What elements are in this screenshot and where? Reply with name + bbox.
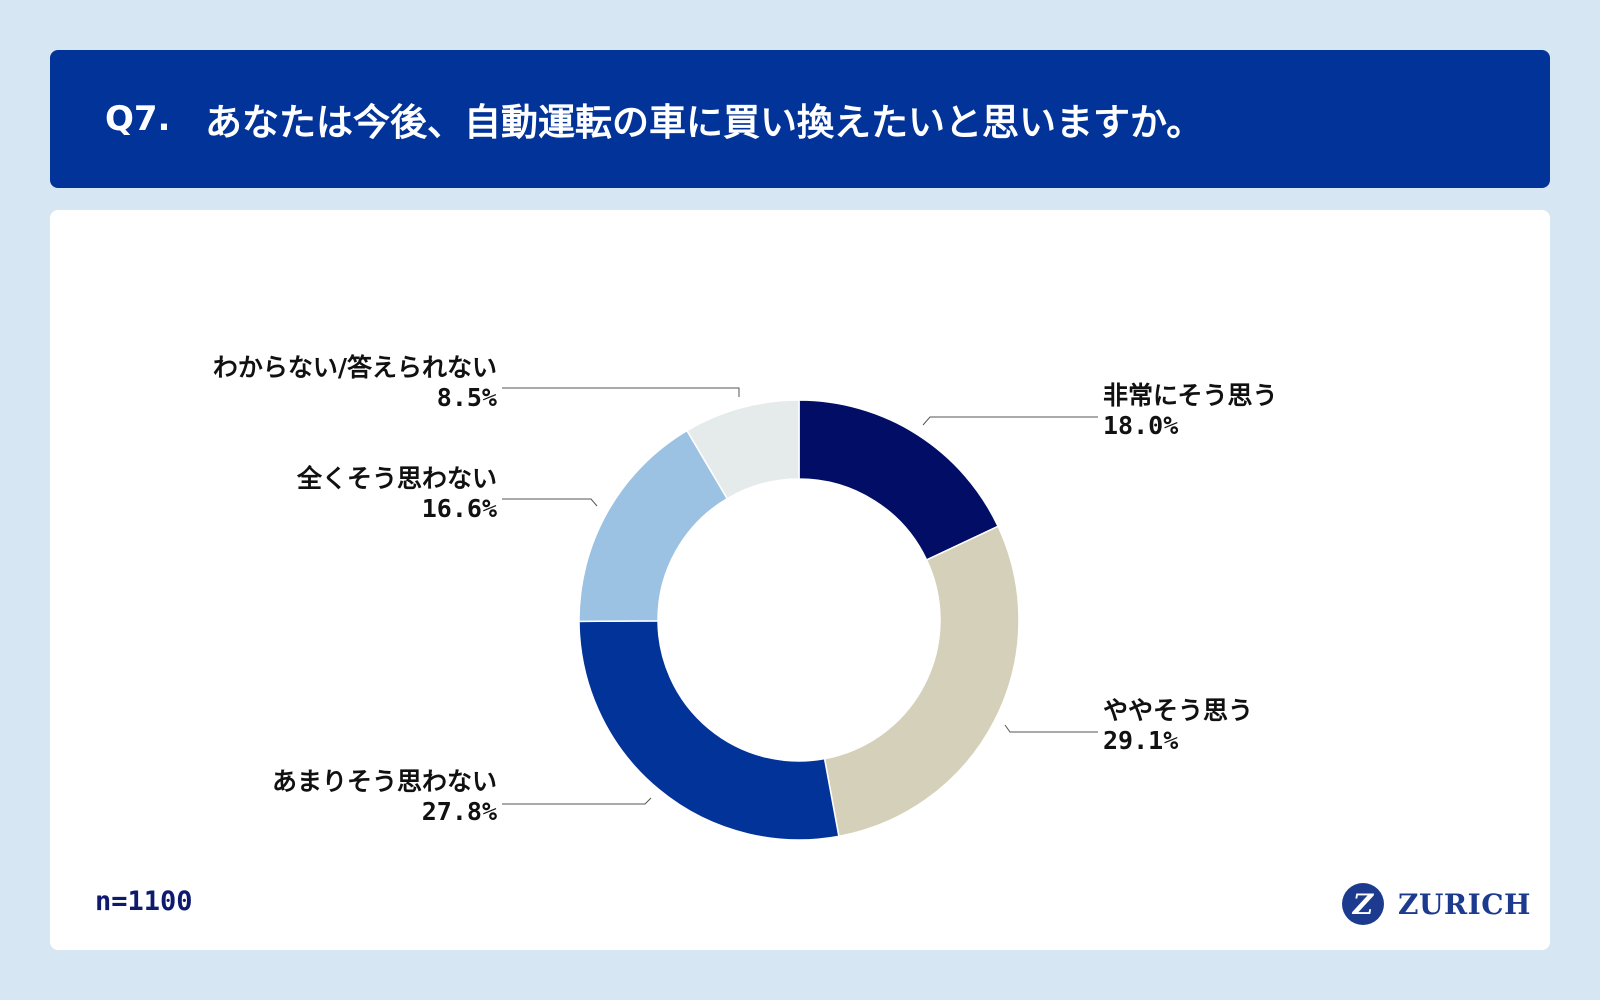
slice-label-3: あまりそう思わない [272, 767, 497, 796]
donut-slice-3 [578, 620, 840, 841]
donut-slice-5 [685, 399, 800, 500]
question-title: あなたは今後、自動運転の車に買い換えたいと思いますか。 [205, 101, 1204, 144]
slice-value-label-5: 8.5% [437, 383, 497, 412]
slice-label-4: 全くそう思わない [296, 464, 497, 493]
zurich-logo-icon: Z [1342, 883, 1384, 925]
leader-line-2 [1004, 724, 1098, 733]
leader-line-3 [502, 797, 652, 805]
slice-label-1: 非常にそう思う [1103, 381, 1278, 410]
slice-value-label-2: 29.1% [1103, 726, 1178, 755]
slice-label-2: ややそう思う [1103, 696, 1253, 725]
donut-slice-1 [798, 399, 1000, 561]
slice-value-label-1: 18.0% [1103, 411, 1178, 440]
zurich-wordmark: ZURICH [1398, 887, 1531, 921]
leader-line-5 [502, 387, 740, 397]
leader-line-4 [502, 498, 598, 507]
question-number: Q7. [105, 99, 171, 139]
slice-value-label-4: 16.6% [422, 494, 497, 523]
leader-line-1 [922, 416, 1098, 426]
question-header: Q7. あなたは今後、自動運転の車に買い換えたいと思いますか。 [50, 50, 1550, 188]
sample-size-label: n=1100 [95, 886, 193, 917]
slice-label-5: わからない/答えられない [213, 353, 497, 382]
slice-value-label-3: 27.8% [422, 797, 497, 826]
zurich-logo: Z ZURICH [1342, 883, 1531, 925]
donut-slice-2 [823, 525, 1020, 838]
